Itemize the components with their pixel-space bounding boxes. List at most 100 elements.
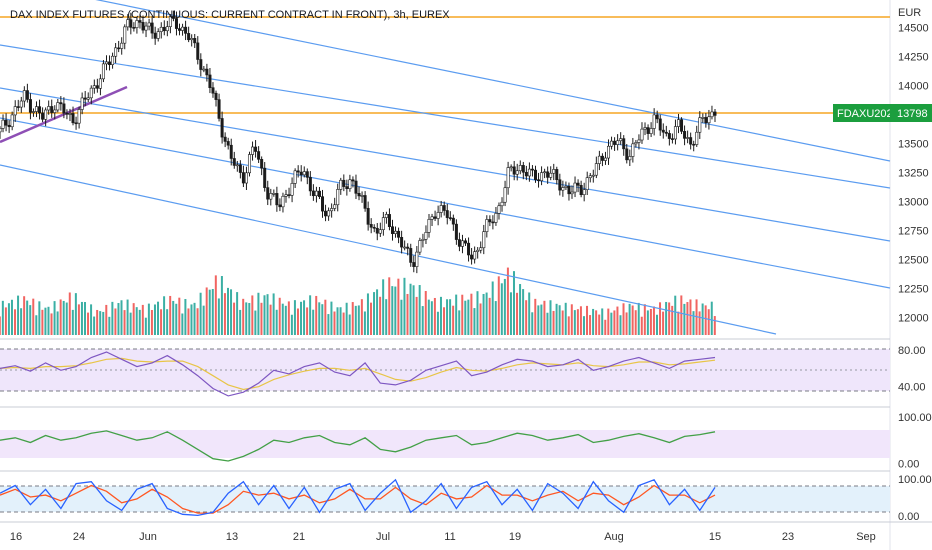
candle-body [543,172,545,173]
volume-bar [486,293,488,335]
volume-bar [397,279,399,335]
volume-bar [443,307,445,335]
volume-bar [513,271,515,335]
volume-bar [209,290,211,335]
candle-body [470,255,472,259]
candle-body [282,196,284,207]
volume-bar [394,287,396,335]
candle-body [245,173,247,183]
volume-bar [574,310,576,335]
candle-body [221,118,223,137]
candle-body [629,156,631,159]
volume-bar [522,289,524,335]
candle-body [711,112,713,117]
candle-body [355,181,357,193]
volume-bar [531,312,533,335]
candle-body [264,168,266,187]
candle-body [63,104,65,113]
volume-bar [23,296,25,335]
candle-body [616,141,618,145]
volume-bar [516,293,518,335]
candle-body [702,117,704,118]
candle-body [330,208,332,210]
candle-body [212,88,214,94]
candle-body [659,119,661,130]
price-tick-label: 12500 [898,255,929,267]
volume-bar [452,306,454,335]
candle-body [102,64,104,79]
volume-bar [75,293,77,335]
volume-bar [437,312,439,335]
volume-bar [455,295,457,335]
volume-bar [117,303,119,335]
candle-body [574,183,576,192]
candle-body [376,228,378,233]
volume-bar [470,294,472,335]
candle-body [714,112,716,115]
price-tick-label: 14000 [898,80,929,92]
candle-body [166,27,168,31]
volume-bar [337,307,339,335]
volume-bar [270,305,272,335]
volume-bar [546,313,548,335]
candle-body [117,48,119,49]
volume-bar [254,311,256,335]
volume-bar [382,279,384,335]
candle-body [352,180,354,181]
volume-bar [184,299,186,335]
candle-body [419,241,421,253]
candle-body [276,193,278,204]
candle-body [93,86,95,89]
candle-body [257,152,259,160]
volume-bar [5,307,7,335]
volume-bar [340,307,342,335]
volume-bar [446,299,448,335]
volume-bar [635,310,637,335]
candle-body [51,106,53,112]
candle-body [455,224,457,239]
volume-bar [361,299,363,335]
volume-bar [32,299,34,335]
volume-bar [130,313,132,335]
volume-bar [662,312,664,335]
volume-bar [227,288,229,335]
volume-bar [416,297,418,335]
candle-body [2,120,4,128]
last-price-tag: 13798 [897,108,928,120]
candle-body [361,195,363,196]
candle-body [665,132,667,133]
volume-bar [559,305,561,335]
candle-body [623,139,625,149]
candle-body [60,103,62,104]
volume-bar [461,295,463,335]
volume-bar [212,289,214,335]
volume-bar [519,284,521,335]
volume-bar [553,311,555,335]
volume-bar [163,296,165,335]
candle-body [440,205,442,212]
volume-bar [142,305,144,335]
volume-bar [190,304,192,335]
volume-bar [300,302,302,335]
candle-body [680,120,682,132]
volume-bar [133,303,135,335]
volume-bar [260,303,262,335]
volume-bar [358,305,360,335]
price-tick-label: 13000 [898,197,929,209]
candle-body [461,241,463,247]
candle-body [531,169,533,170]
candle-body [163,27,165,30]
candle-body [270,193,272,199]
candle-body [410,248,412,262]
indicator-tick-label: 0.00 [898,511,919,523]
volume-bar [327,314,329,335]
candle-body [312,191,314,196]
volume-bar [583,316,585,335]
candle-body [540,173,542,181]
candle-body [337,189,339,204]
candle-body [394,231,396,233]
candle-body [200,60,202,70]
candle-body [492,222,494,223]
candle-body [589,176,591,178]
